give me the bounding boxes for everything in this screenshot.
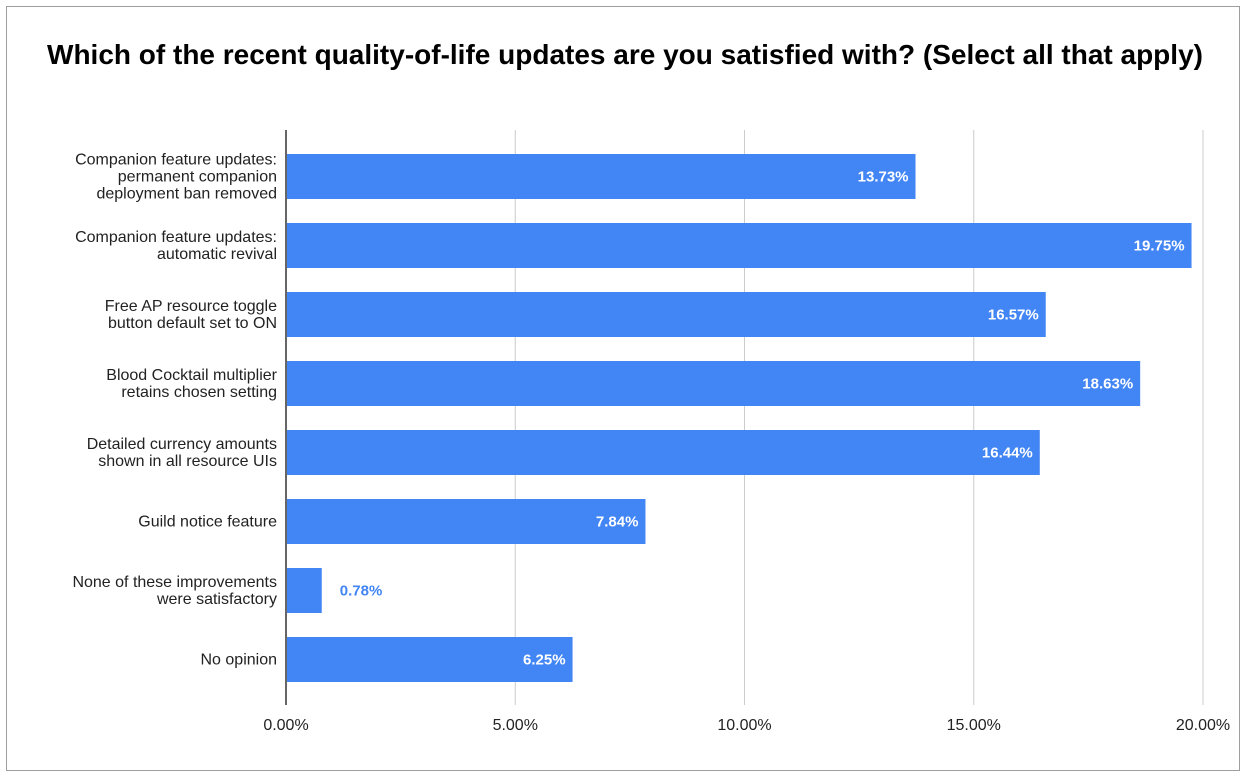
gridlines — [514, 130, 1204, 705]
chart-title: Which of the recent quality-of-life upda… — [47, 39, 1203, 70]
category-label: Blood Cocktail multiplier retains chosen … — [106, 367, 277, 401]
category-label: Companion feature updates: automatic revi… — [75, 229, 277, 263]
data-label: 16.44% — [982, 445, 1033, 462]
data-label: 6.25% — [523, 652, 566, 669]
bar — [287, 637, 573, 682]
data-label: 18.63% — [1082, 376, 1133, 393]
x-tick-label: 5.00% — [493, 717, 538, 734]
bar — [287, 430, 1040, 475]
category-label: Detailed currency amounts shown in all re… — [87, 436, 277, 470]
labels: 0.00% 5.00% 10.00% 15.00% 20.00% 13.73% Compan… — [72, 152, 1230, 735]
data-label: 0.78% — [340, 583, 383, 600]
data-label: 19.75% — [1134, 238, 1185, 255]
data-label: 13.73% — [858, 169, 909, 186]
bar — [287, 361, 1141, 406]
category-label: No opinion — [201, 652, 278, 669]
x-tick-label: 10.00% — [717, 717, 771, 734]
x-tick-label: 20.00% — [1176, 717, 1230, 734]
x-tick-label: 0.00% — [263, 717, 308, 734]
data-label: 7.84% — [596, 514, 639, 531]
category-label: None of these improvements were satisfact… — [72, 574, 277, 608]
bar — [287, 292, 1046, 337]
bar — [287, 568, 322, 613]
x-tick-label: 15.00% — [947, 717, 1001, 734]
bar — [287, 154, 916, 199]
bar — [287, 223, 1192, 268]
category-label: Companion feature updates: permanent comp… — [75, 152, 277, 203]
category-label: Free AP resource toggle button default se… — [105, 298, 277, 332]
data-label: 16.57% — [988, 307, 1039, 324]
category-label: Guild notice feature — [138, 514, 277, 531]
bar — [287, 499, 646, 544]
bars — [287, 154, 1192, 682]
